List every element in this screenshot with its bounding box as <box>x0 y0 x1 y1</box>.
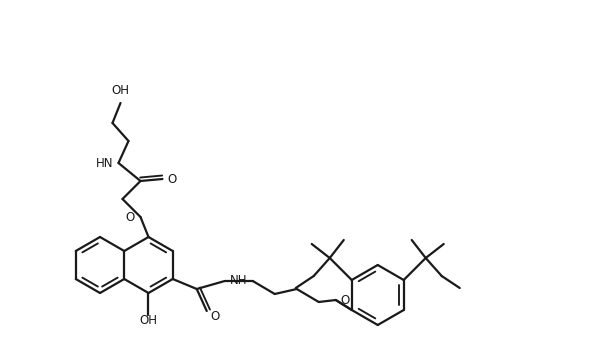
Text: HN: HN <box>96 156 113 169</box>
Text: OH: OH <box>112 84 130 97</box>
Text: OH: OH <box>139 314 157 326</box>
Text: NH: NH <box>230 275 247 287</box>
Text: O: O <box>211 310 220 324</box>
Text: O: O <box>341 294 350 306</box>
Text: O: O <box>125 211 134 223</box>
Text: O: O <box>167 173 177 185</box>
